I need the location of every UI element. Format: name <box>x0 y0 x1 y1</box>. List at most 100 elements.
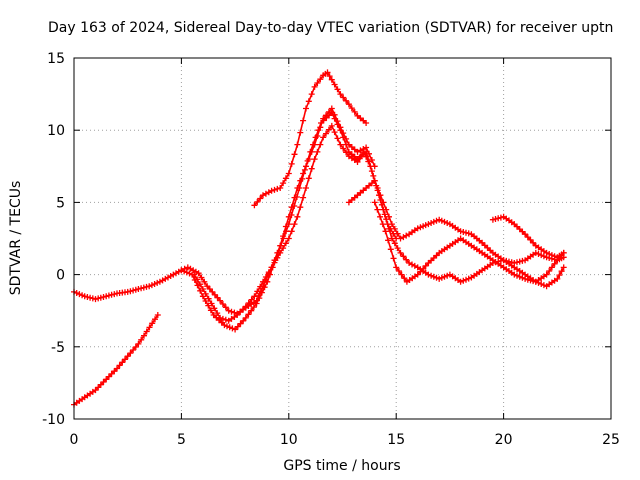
data-point-marker <box>530 239 537 246</box>
data-point-marker <box>297 204 304 211</box>
data-point-marker <box>503 257 510 264</box>
data-point-marker <box>394 245 401 252</box>
data-point-marker <box>425 221 432 228</box>
data-point-marker <box>282 175 289 182</box>
data-point-marker <box>314 133 321 139</box>
data-point-marker <box>441 218 448 225</box>
axis-ticks <box>73 57 612 420</box>
data-point-marker <box>141 332 147 339</box>
data-point-marker <box>554 275 561 282</box>
data-point-marker <box>285 170 292 177</box>
data-point-marker <box>516 258 523 265</box>
data-point-marker <box>178 267 185 274</box>
data-point-marker <box>377 192 384 199</box>
data-point-marker <box>422 262 429 269</box>
data-point-marker <box>492 216 499 222</box>
data-point-marker <box>228 308 235 315</box>
data-point-marker <box>268 264 275 271</box>
data-point-marker <box>522 231 529 238</box>
data-point-marker <box>430 273 437 280</box>
data-point-marker <box>245 300 252 306</box>
data-point-marker <box>154 312 161 318</box>
data-point-marker <box>124 288 131 295</box>
data-point-marker <box>92 296 99 303</box>
data-point-marker <box>148 282 155 289</box>
data-point-marker <box>214 310 221 317</box>
satellite-track-4-trace <box>193 107 376 322</box>
data-point-marker <box>89 295 96 302</box>
data-point-marker <box>425 271 432 278</box>
data-point-marker <box>242 303 249 310</box>
data-point-marker <box>208 300 215 307</box>
data-point-marker <box>183 269 190 276</box>
satellite-track-4 <box>191 105 378 324</box>
data-point-marker <box>294 141 301 148</box>
data-point-marker <box>277 242 284 249</box>
data-point-marker <box>386 213 392 220</box>
data-point-marker <box>391 225 398 232</box>
x-tick-labels: 0 5 10 15 20 25 <box>70 432 620 448</box>
data-point-marker <box>143 328 150 335</box>
data-point-marker <box>317 124 324 131</box>
data-point-marker <box>382 228 389 235</box>
data-point-marker <box>506 258 512 265</box>
data-point-marker <box>371 163 378 170</box>
data-point-marker <box>202 290 209 297</box>
data-point-marker <box>524 234 531 241</box>
data-point-marker <box>257 195 264 202</box>
data-point-marker <box>433 217 440 224</box>
data-point-marker <box>380 199 387 206</box>
data-point-marker <box>234 323 241 330</box>
satellite-track-6 <box>345 177 567 266</box>
data-point-marker <box>334 118 341 125</box>
data-point-marker <box>207 307 214 314</box>
data-point-marker <box>390 255 397 262</box>
data-point-marker <box>217 314 224 321</box>
data-point-marker <box>103 376 110 383</box>
data-point-marker <box>256 295 263 302</box>
data-point-marker <box>403 256 410 263</box>
data-point-marker <box>560 249 567 256</box>
data-point-marker <box>556 272 563 279</box>
data-point-marker <box>511 271 518 278</box>
data-point-marker <box>251 202 258 209</box>
data-point-marker <box>516 273 523 280</box>
data-point-marker <box>548 252 555 259</box>
data-point-marker <box>288 160 295 167</box>
data-point-marker <box>280 233 287 240</box>
data-point-marker <box>325 108 332 115</box>
data-point-marker <box>457 278 464 285</box>
data-point-marker <box>395 268 402 274</box>
data-point-marker <box>414 271 421 278</box>
data-point-marker <box>282 223 289 230</box>
data-point-marker <box>237 309 244 316</box>
data-point-marker <box>495 215 502 222</box>
data-point-marker <box>294 185 301 191</box>
data-point-marker <box>317 76 324 83</box>
y-tick-label: 15 <box>47 51 65 67</box>
data-point-marker <box>558 268 565 275</box>
data-point-marker <box>152 316 158 323</box>
data-point-marker <box>130 287 137 294</box>
data-point-marker <box>146 283 153 290</box>
data-point-marker <box>438 217 445 224</box>
chart-title: Day 163 of 2024, Sidereal Day-to-day VTE… <box>48 20 613 36</box>
data-point-marker <box>194 276 201 283</box>
data-point-marker <box>500 257 507 264</box>
data-point-marker <box>138 285 145 292</box>
data-point-marker <box>226 324 233 331</box>
data-point-marker <box>340 94 347 101</box>
data-point-marker <box>371 177 378 184</box>
data-point-marker <box>262 274 269 280</box>
data-point-marker <box>219 301 226 307</box>
data-point-marker <box>232 326 239 333</box>
data-point-marker <box>514 259 520 266</box>
data-point-marker <box>320 115 327 122</box>
data-point-marker <box>205 302 212 309</box>
data-point-marker <box>441 273 448 280</box>
x-tick-label: 15 <box>387 432 405 448</box>
satellite-track-7 <box>371 199 567 290</box>
data-point-marker <box>444 272 451 279</box>
data-point-marker <box>308 91 315 98</box>
data-point-marker <box>124 353 131 360</box>
